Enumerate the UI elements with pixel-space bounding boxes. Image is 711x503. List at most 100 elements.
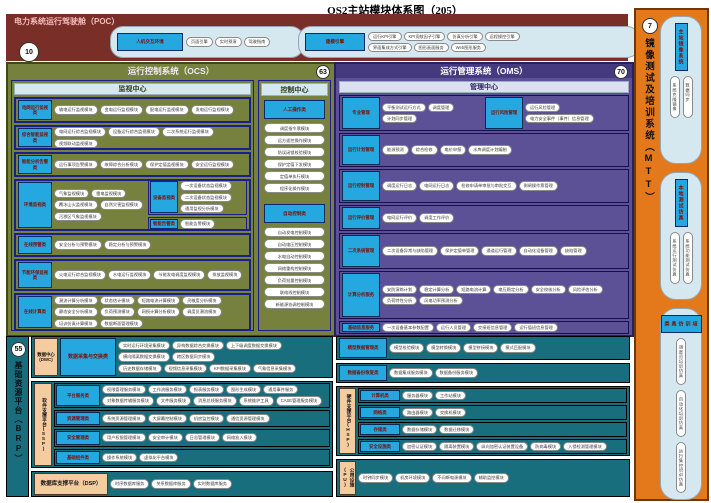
module-pill: 权限管理服务模块 [102,385,146,395]
module-pill: 界面集成方式引擎 [368,43,412,53]
mtt-panel: 7 镜像测试及培训系统（MTT） 主站镜像系统 系统克隆镜像 数据同步 本地测试仿… [634,8,709,501]
mtt-count-badge: 7 [642,18,658,34]
module-pill: 数据备份服务模块 [434,368,479,378]
row-pills: 安全分析与预警模块 稳定分析与预警模块 [54,240,247,250]
mtt-training-group: 培训仿真类 调度员培训仿真 自动化培训仿真 运行集控培训仿真 [660,308,702,500]
row-pills: 服务器模块 工作站模块 [402,390,625,401]
module-pill: 通信资源管理模块 [225,413,270,423]
module-pill: 排放监视模块 [207,270,243,280]
module-pill: 负荷批量控制模块 [264,275,325,286]
module-pill: 发电运行监视模块 [190,105,235,115]
engine-row1: 运行KPI引擎 KPI贡献因子引擎 仿真分析引擎 远程操控引擎 [368,31,633,41]
module-pill: 异构数据综合交换模块 [171,341,224,351]
model-data-row: 模型数据管理类 模型校验模块 模型转换模块 模型拼接模块 模式匹配模块 [336,336,630,360]
module-pill: 模型拼接模块 [463,343,499,353]
category-label: 在线预警类 [18,236,52,254]
auto-control-box: 自动控制类 [264,204,325,224]
module-pill: 综合检修 [410,145,438,155]
module-pill: 安全审计模块 [147,433,183,443]
poc-count-badge: 10 [19,42,39,62]
module-pill: 缺陷管理 [559,246,587,256]
module-pill: 安全运行监视模块 [190,159,235,170]
category-label: 数据备份恢复类 [339,365,387,381]
ssp-rows: 平台服务类 权限管理服务模块 工作流服务模块 报表服务模块 图形生成模块 通用事件服务对… [54,383,330,466]
manual-ops-box: 人工操作类 [264,100,325,119]
public-utility-panel: 公用设施(PU) 时钟同步模块 机房环境模块 不间断电源模块 辅助监控模块 [336,459,630,497]
module-pill: 实时数据库服务 [192,479,232,489]
brp-strip: 55 基础资源平台（BRP） [6,336,29,497]
oms-header: 运行管理系统（OMS） 70 [336,64,632,79]
monitor-row-environment: 环境监视类 气象监视模块 雷电监视模块 覆冰山火监视模块 自然灾害监视模块 污秽区气象监… [14,179,251,231]
module-pill: 倒闸操作票管理 [518,181,558,191]
data-center-row: 数据中心(DWC) 数据采集与交换类 实时运行环境采集模块 异构数据综合交换模块上… [31,336,333,378]
row-pills: 系统资源管理模块 大屏幕控制模块 机房监控模块 通信资源管理模块 [102,413,328,423]
module-pill: 上下级调度数据交换模块 [225,341,282,351]
hsp-row-network: 网络类 路由器模块 交换机模块 [358,405,627,420]
module-pill: 安全分析与预警模块 [54,240,102,250]
module-pill: 安全校核分析 [530,284,566,294]
module-pill: 二次设备状态监视模块 [180,192,232,202]
module-pill: 视频联动监视模块 [54,138,98,148]
module-pill: 网络准入模块 [221,433,257,443]
module-pill: 新能源协调控制模块 [264,299,325,310]
engine-row2: 界面集成方式引擎 图形画面服务 Web图形服务 [368,43,633,53]
module-pill: 二次设备异常与缺陷管理 [382,246,439,256]
module-pill: 日志管理模块 [184,433,220,443]
module-pill: 自动发电控制模块 [264,227,325,238]
category-label: 运行评价管理 [342,207,380,229]
module-pill: 定值单执行模块 [264,171,325,182]
module-pill: 气象信息采集模块 [252,363,297,373]
row-pills: 调度运行日志 电网运行日志 检修申请单审批与审批交互 倒闸操作票管理 [382,181,626,191]
module-pill: 培训仿真计算模块 [54,318,98,328]
monitor-row-warning: 在线预警类 安全分析与预警模块 稳定分析与预警模块 [14,233,251,257]
module-pill: 视频信息采集模块 [163,363,208,373]
module-pill: 模型校验模块 [389,343,425,353]
module-pill: 稳定计算分析 [419,284,455,294]
module-pill: 运行风险管理 [525,102,561,112]
hmi-box: 人机交互环境 [117,33,183,51]
module-pill: 配电运行监视模块 [145,105,189,115]
module-pill: 输电运行监视模块 [54,105,98,115]
module-pill: 灵敏度分析模块 [182,296,222,306]
module-pill: 网损计算分析模块 [136,307,181,317]
module-pill: 系统运行测试仿真 [669,232,680,284]
module-pill: 通用监视分析模块 [180,203,224,214]
poc-panel: 电力系统运行驾驶舱（POC） 10 人机交互环境 页面引擎 实时预演 驾驶指南 建模… [6,14,640,62]
module-pill: 负荷特性分析 [382,296,418,306]
ocs-panel: 运行控制系统（OCS） 63 监视中心 电网运行监视类 输电运行监视模块 变电运行… [6,62,336,337]
brp-title: 基础资源平台（BRP） [14,361,23,463]
module-pill: 电力安全事件（事件）信息管理 [525,114,594,124]
module-pill: 时序数据库服务 [110,479,150,489]
row-pills: 时序数据库服务 关系数据库服务 实时数据库服务 [110,479,330,489]
module-pill: 调度运行日志 [382,181,418,191]
oms-panel: 运行管理系统（OMS） 70 管理中心 专业管理 平衡测试运行方式 调度管理 计划同… [334,62,634,337]
module-pill: 系统维护工具 [238,396,274,406]
module-pill: 安防演练计划 [382,284,418,294]
module-pill: 机房环境模块 [395,473,431,483]
category-label: 运行风险管理 [485,97,523,129]
module-pill: 变电运行监视模块 [99,105,144,115]
ssp-panel: 软件支撑平台(SSP) 平台服务类 权限管理服务模块 工作流服务模块 报表服务模块图… [31,381,333,468]
ssp-row-security: 安全管理类 用户权限管理模块 安全审计模块 日志管理模块 网络准入模块 [54,429,330,447]
dsp-label: 数据库支撑平台（DSP） [34,473,108,495]
module-pill: 电价申报 [439,145,467,155]
category-label: 模型数据管理类 [339,338,387,358]
row-pills: 路由器模块 交换机模块 [402,407,625,418]
category-label: 在线计算类 [18,296,52,328]
category-label: 计算机类 [360,390,400,401]
module-pill: 通道运行管理 [481,246,517,256]
row-pills: 安防演练计划 稳定计算分析 短路电流计算 电压稳定分析 安全校核分析 风险评估分析 负荷特性… [382,284,626,306]
control-center: 控制中心 人工操作类 调度指令票模块 远方遥控操作模块 防误闭锁校验模块 保护定值下发… [258,80,331,331]
row-pills: 历史数据存储模块 视频信息采集模块 KPI数据采集模块 气象信息采集模块 [118,363,330,373]
module-pill: 加密认证模块 [402,441,438,452]
module-pill: 模型转换模块 [426,343,462,353]
module-pill: 跨区数据同步模块 [171,352,216,362]
category-label: 资源管理类 [56,411,100,425]
module-pill: 数据集成服务模块 [389,368,433,378]
module-pill: 调度员培训仿真 [676,338,686,385]
module-pill: 节能发电调度监视模块 [153,270,206,280]
module-pill: 图形画面服务 [413,43,449,53]
module-pill: 路由器模块 [402,407,433,418]
module-pill: 数据迁移模块 [439,424,475,435]
module-pill: 远程操控引擎 [484,31,520,41]
